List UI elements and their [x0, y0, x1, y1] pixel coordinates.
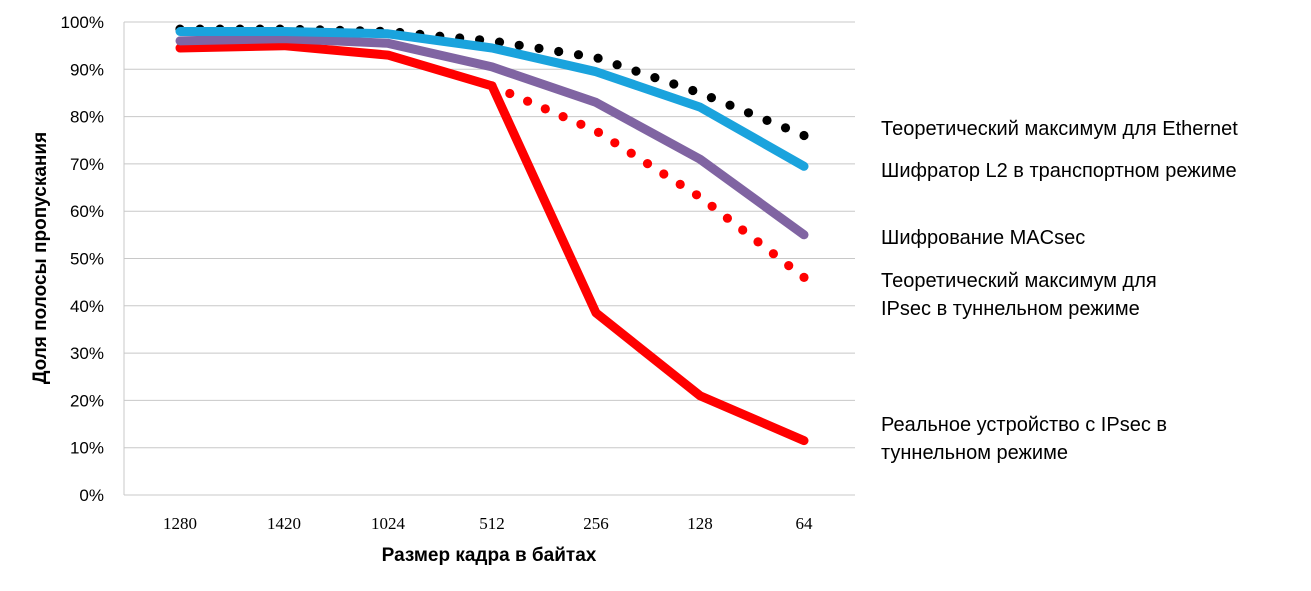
data-point — [762, 115, 772, 125]
data-point — [753, 237, 763, 247]
series-macsec — [175, 34, 809, 240]
data-series — [175, 24, 809, 446]
data-point — [554, 46, 564, 57]
data-point — [558, 112, 568, 122]
data-point — [642, 159, 653, 169]
data-point — [573, 50, 584, 60]
data-point — [768, 249, 779, 259]
y-tick-label: 90% — [70, 60, 104, 79]
y-tick-label: 30% — [70, 344, 104, 363]
legend-label-ipsec-max: IPsec в туннельном режиме — [881, 298, 1140, 320]
data-point — [722, 213, 733, 223]
data-point — [725, 100, 735, 110]
data-point — [799, 130, 809, 141]
y-tick-label: 60% — [70, 202, 104, 221]
data-point — [626, 148, 636, 158]
y-tick-label: 10% — [70, 439, 104, 458]
data-point — [494, 37, 505, 47]
data-point — [514, 40, 524, 50]
x-tick-label: 512 — [479, 514, 505, 533]
legend-label-macsec: Шифрование MACsec — [881, 227, 1085, 249]
series-l2-encryptor — [175, 27, 809, 171]
data-point — [523, 96, 533, 106]
data-point — [540, 104, 550, 114]
data-point — [738, 225, 748, 235]
y-axis-title: Доля полосы пропускания — [30, 132, 51, 384]
x-tick-label: 1280 — [163, 514, 197, 533]
y-tick-label: 80% — [70, 108, 104, 127]
data-point — [669, 79, 679, 89]
series-line — [175, 41, 809, 446]
series-line — [175, 27, 809, 171]
y-tick-label: 40% — [70, 297, 104, 316]
x-tick-label: 64 — [796, 514, 814, 533]
legend: Теоретический максимум для Ethernet Шифра… — [881, 118, 1238, 464]
x-tick-label: 1420 — [267, 514, 301, 533]
data-point — [675, 179, 685, 189]
legend-label-ipsec-real: туннельном режиме — [881, 442, 1068, 464]
data-point — [743, 108, 754, 118]
legend-label-l2-encryptor: Шифратор L2 в транспортном режиме — [881, 160, 1237, 182]
x-tick-label: 128 — [687, 514, 713, 533]
data-point — [593, 53, 603, 63]
legend-label-ipsec-max: Теоретический максимум для — [881, 270, 1157, 292]
y-tick-labels: 0% 10% 20% 30% 40% 50% 60% 70% 80% 90% 100% — [61, 13, 104, 505]
y-tick-label: 50% — [70, 250, 104, 269]
x-tick-label: 1024 — [371, 514, 406, 533]
data-point — [691, 190, 702, 200]
data-point — [706, 93, 717, 103]
data-point — [631, 66, 641, 76]
data-point — [610, 138, 620, 148]
legend-label-ethernet-max: Теоретический максимум для Ethernet — [881, 118, 1238, 140]
data-point — [784, 261, 794, 271]
data-point — [780, 123, 791, 133]
data-point — [576, 119, 586, 129]
y-tick-label: 0% — [79, 486, 104, 505]
data-point — [650, 73, 660, 83]
legend-label-ipsec-real: Реальное устройство с IPsec в — [881, 414, 1167, 436]
series-ipsec-real — [175, 41, 809, 446]
data-point — [799, 272, 809, 282]
y-tick-label: 100% — [61, 13, 104, 32]
y-tick-label: 20% — [70, 391, 104, 410]
data-point — [505, 88, 515, 99]
y-tick-label: 70% — [70, 155, 104, 174]
data-point — [688, 85, 698, 96]
data-point — [707, 201, 717, 211]
series-line — [175, 34, 809, 240]
x-tick-labels: 1280 1420 1024 512 256 128 64 — [163, 514, 813, 533]
data-point — [612, 60, 622, 70]
x-axis-title: Размер кадра в байтах — [382, 545, 597, 566]
data-point — [534, 43, 544, 54]
x-tick-label: 256 — [583, 514, 609, 533]
data-point — [659, 169, 669, 179]
gridlines — [124, 21, 855, 496]
data-point — [593, 127, 604, 137]
